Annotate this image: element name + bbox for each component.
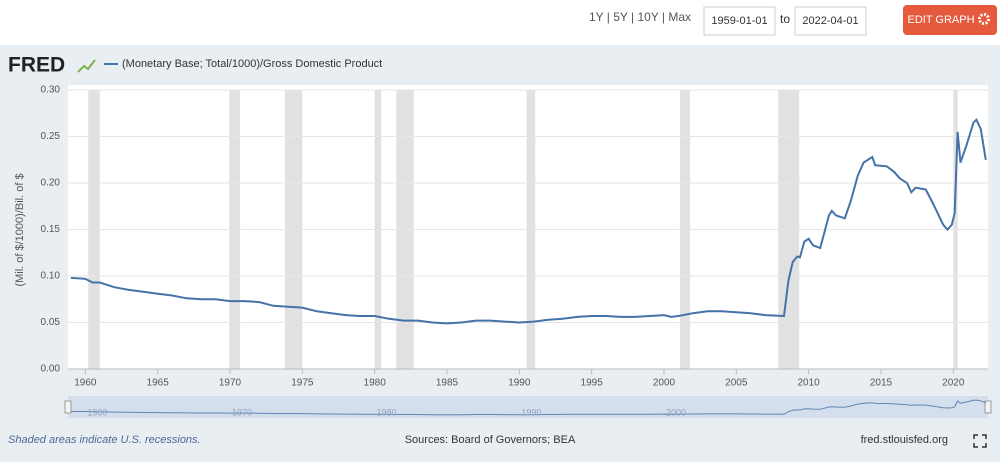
x-tick-label: 1995 [581, 378, 604, 389]
x-tick-label: 1980 [364, 378, 387, 389]
navigator[interactable] [68, 396, 988, 418]
edit-graph-label: EDIT GRAPH [907, 14, 974, 26]
x-tick-label: 2020 [942, 378, 965, 389]
site-link[interactable]: fred.stlouisfed.org [861, 434, 948, 446]
x-tick-label: 2000 [653, 378, 676, 389]
sources: Sources: Board of Governors; BEA [405, 434, 576, 446]
x-tick-label: 2010 [798, 378, 821, 389]
end-date: 2022-04-01 [802, 15, 858, 27]
x-tick-label: 1960 [74, 378, 97, 389]
navigator-tick-label: 1980 [377, 407, 397, 417]
y-axis-label: (Mil. of $/1000)/Bil. of $ [14, 173, 26, 286]
x-tick-label: 2015 [870, 378, 893, 389]
x-tick-label: 1975 [291, 378, 314, 389]
start-date-input[interactable] [703, 6, 776, 36]
fred-logo: FRED [8, 54, 65, 77]
y-tick-label: 0.25 [41, 131, 61, 142]
y-tick-label: 0.20 [41, 178, 61, 189]
navigator-line [70, 399, 987, 416]
x-tick-label: 1970 [219, 378, 242, 389]
x-tick-label: 1990 [508, 378, 531, 389]
logo-icon [77, 59, 96, 73]
end-date-input[interactable] [794, 6, 867, 36]
start-date: 1959-01-01 [711, 15, 767, 27]
recession-note: Shaded areas indicate U.S. recessions. [8, 434, 201, 446]
navigator-tick-label: 1990 [521, 407, 541, 417]
y-tick-label: 0.30 [41, 85, 61, 96]
range-selector[interactable]: 1Y | 5Y | 10Y | Max [589, 10, 691, 24]
navigator-tick-label: 1960 [87, 407, 107, 417]
edit-graph-button[interactable] [903, 5, 997, 35]
to-label: to [780, 12, 790, 26]
legend-label: (Monetary Base; Total/1000)/Gross Domest… [122, 58, 382, 70]
y-tick-label: 0.05 [41, 317, 61, 328]
x-tick-label: 2005 [725, 378, 748, 389]
y-tick-label: 0.10 [41, 271, 61, 282]
data-line [70, 118, 987, 325]
y-tick-label: 0.00 [41, 364, 61, 375]
navigator-handle[interactable] [984, 400, 992, 414]
navigator-tick-label: 2000 [666, 407, 686, 417]
gear-icon [978, 13, 990, 25]
x-tick-label: 1965 [147, 378, 170, 389]
navigator-handle[interactable] [64, 400, 72, 414]
y-tick-label: 0.15 [41, 224, 61, 235]
navigator-tick-label: 1970 [232, 407, 252, 417]
x-tick-label: 1985 [436, 378, 459, 389]
fullscreen-icon[interactable] [973, 434, 987, 448]
